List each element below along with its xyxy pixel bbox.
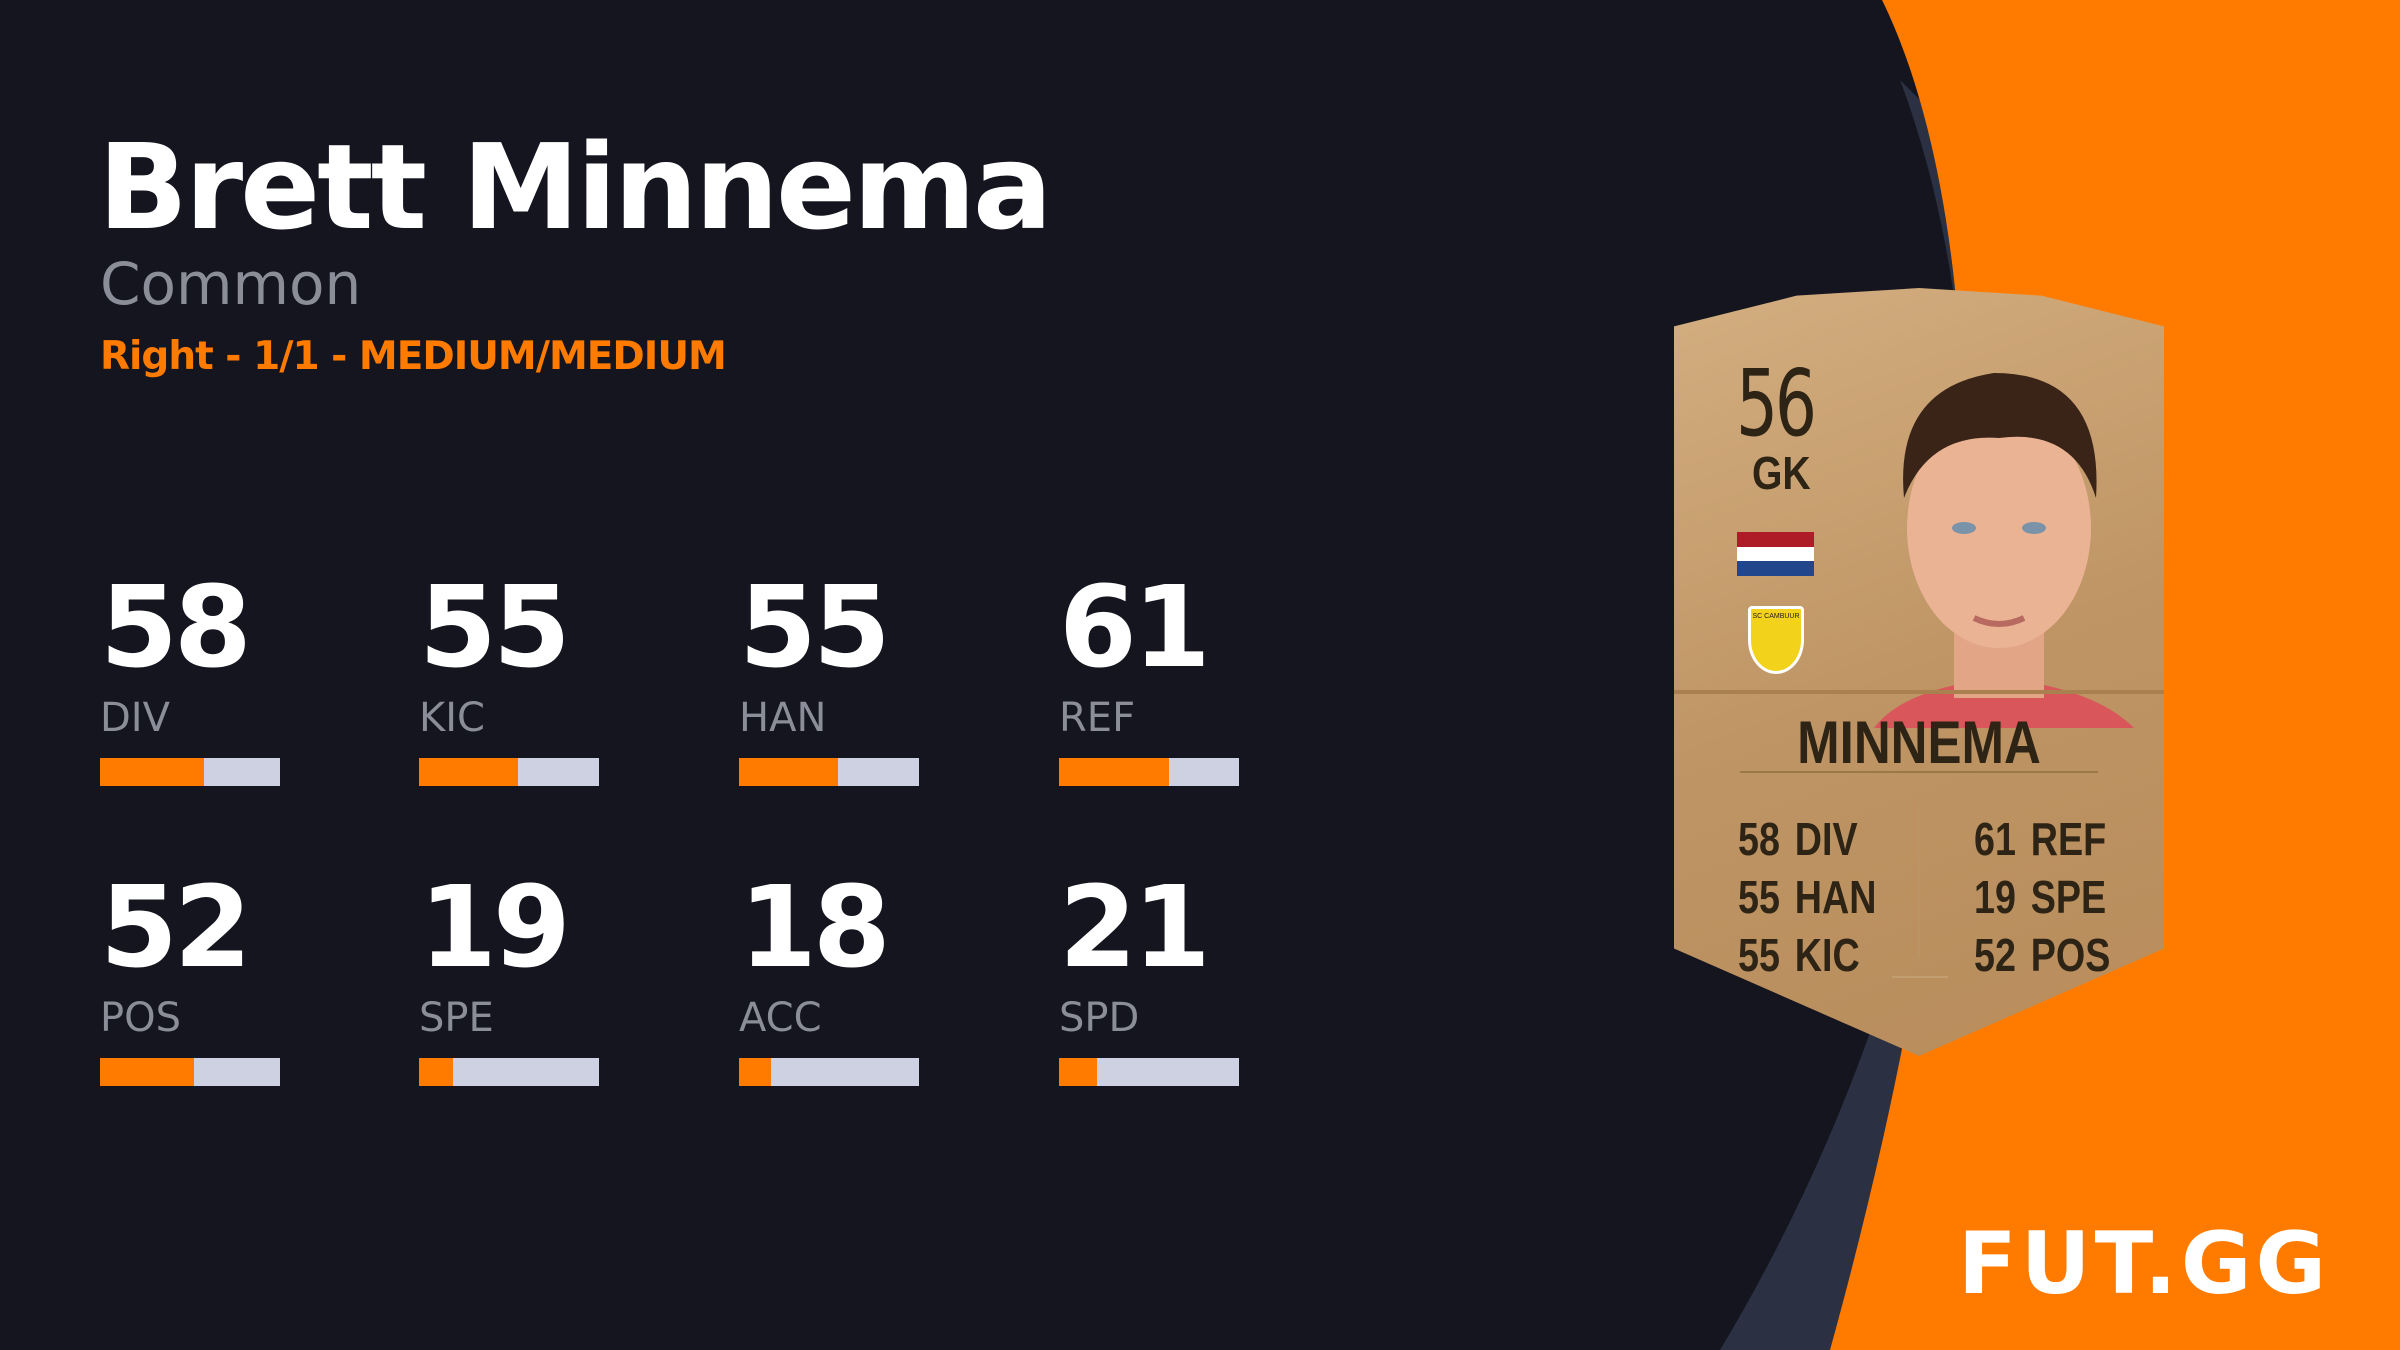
stat-value: 55 [419,563,571,693]
player-card: 56 GK SC CAMBUUR MINNEMA 58 DIV 55 HAN 55 KIC… [1674,288,2164,1056]
stat-bar [419,758,599,786]
stat-bar [1059,1058,1239,1086]
stat-bar-fill [419,758,518,786]
stat-bar [419,1058,599,1086]
stat-ref: 61 REF [1059,572,1259,786]
stat-kic: 55 KIC [419,572,619,786]
stat-bar-fill [100,758,205,786]
stat-bar-fill [739,758,838,786]
stat-value: 61 [1059,563,1211,693]
player-rarity: Common [100,250,362,318]
stat-pos: 52 POS [100,872,300,1086]
stat-bar [739,758,919,786]
card-position: GK [1752,447,1811,499]
stat-label: REF [1059,695,1136,741]
stat-bar-fill [1059,758,1169,786]
stat-bar-fill [100,1058,194,1086]
stat-spd: 21 SPD [1059,872,1259,1086]
stat-bar [1059,758,1239,786]
stat-label: SPD [1059,995,1140,1041]
fut-gg-logo[interactable]: FUT.GG [1958,1214,2331,1314]
stat-bar-fill [419,1058,454,1086]
stat-value: 52 [100,863,252,993]
stat-acc: 18 ACC [739,872,939,1086]
stat-bar [100,1058,280,1086]
stat-value: 19 [419,863,571,993]
netherlands-flag-icon [1737,532,1814,576]
stat-value: 18 [739,863,891,993]
player-meta: Right - 1/1 - MEDIUM/MEDIUM [100,334,727,379]
stat-bar [739,1058,919,1086]
stat-value: 21 [1059,863,1211,993]
stat-han: 55 HAN [739,572,939,786]
card-stat: 52 POS [1974,929,2111,981]
stat-label: SPE [419,995,494,1041]
stat-spe: 19 SPE [419,872,619,1086]
card-stat: 58 DIV [1738,813,1858,865]
stat-bar-fill [1059,1058,1097,1086]
stat-bar-fill [739,1058,772,1086]
stat-value: 55 [739,563,891,693]
stat-label: DIV [100,695,170,741]
stat-label: KIC [419,695,485,741]
stat-value: 58 [100,563,252,693]
card-player-name: MINNEMA [1797,709,2041,776]
stat-label: HAN [739,695,827,741]
club-crest-icon: SC CAMBUUR [1748,606,1804,674]
card-rating: 56 [1736,350,1817,457]
player-name: Brett Minnema [98,118,1053,256]
card-stat: 55 KIC [1738,929,1860,981]
player-photo [1874,373,2134,728]
stat-div: 58 DIV [100,572,300,786]
card-stat: 19 SPE [1974,871,2107,923]
stat-label: ACC [739,995,822,1041]
card-stat: 61 REF [1974,813,2107,865]
card-stat: 55 HAN [1738,871,1877,923]
stat-label: POS [100,995,181,1041]
stat-bar [100,758,280,786]
